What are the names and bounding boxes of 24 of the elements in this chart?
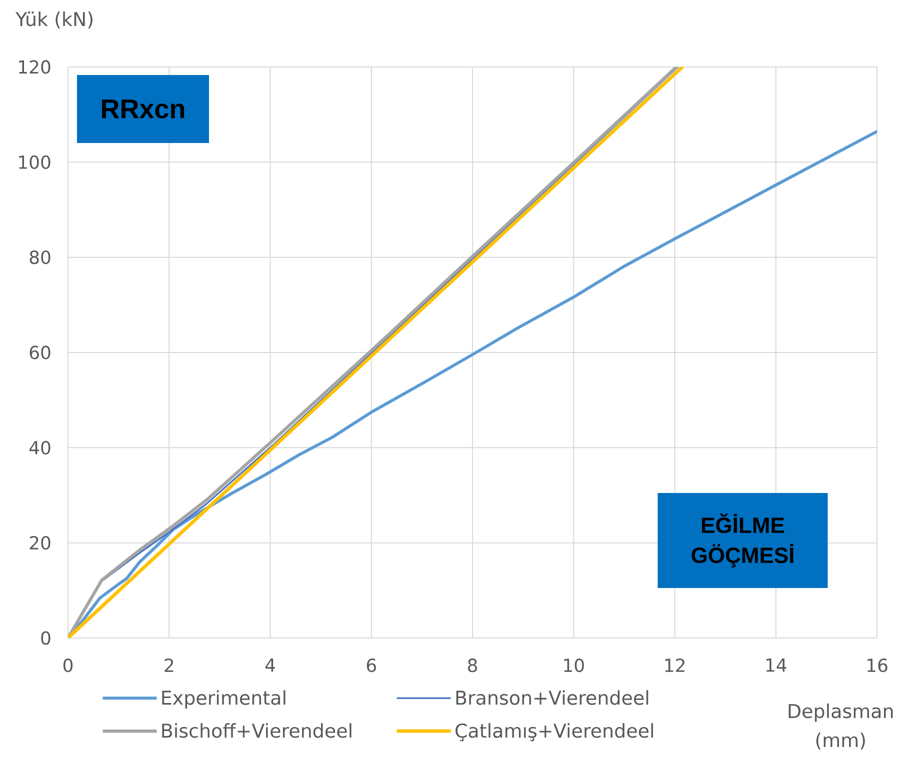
y-tick-label: 0 [41,631,50,645]
legend-label: Experimental [162,690,286,709]
x-tick-label: 16 [868,658,888,672]
annotation: EĞİLME GÖÇMESİ [692,513,794,568]
x-tick-label: 8 [468,658,478,672]
y-tick-label: 120 [19,60,50,74]
y-tick-label: 100 [19,155,50,169]
legend-label: Bischoff+Vierendeel [162,723,352,738]
annotation: RRxcn [102,100,184,118]
x-tick-label: 2 [164,658,174,672]
y-tick-label: 40 [29,440,50,454]
y-tick-label: 60 [30,346,50,360]
y-tick-label: 80 [30,250,50,264]
x-tick-label: 12 [665,658,684,672]
y-axis-title: Yük (kN) [16,12,92,28]
x-tick-label: 10 [564,658,584,672]
x-tick-label: 6 [366,658,376,672]
x-tick-label: 14 [766,658,786,672]
legend-label: Branson+Vierendeel [456,690,648,705]
legend-label: Çatlamış+Vierendeel [456,723,653,742]
y-tick-label: 20 [30,536,50,550]
x-tick-label: 0 [63,658,73,672]
x-axis-title: Deplasman (mm) [788,704,893,750]
x-tick-label: 4 [265,658,275,672]
